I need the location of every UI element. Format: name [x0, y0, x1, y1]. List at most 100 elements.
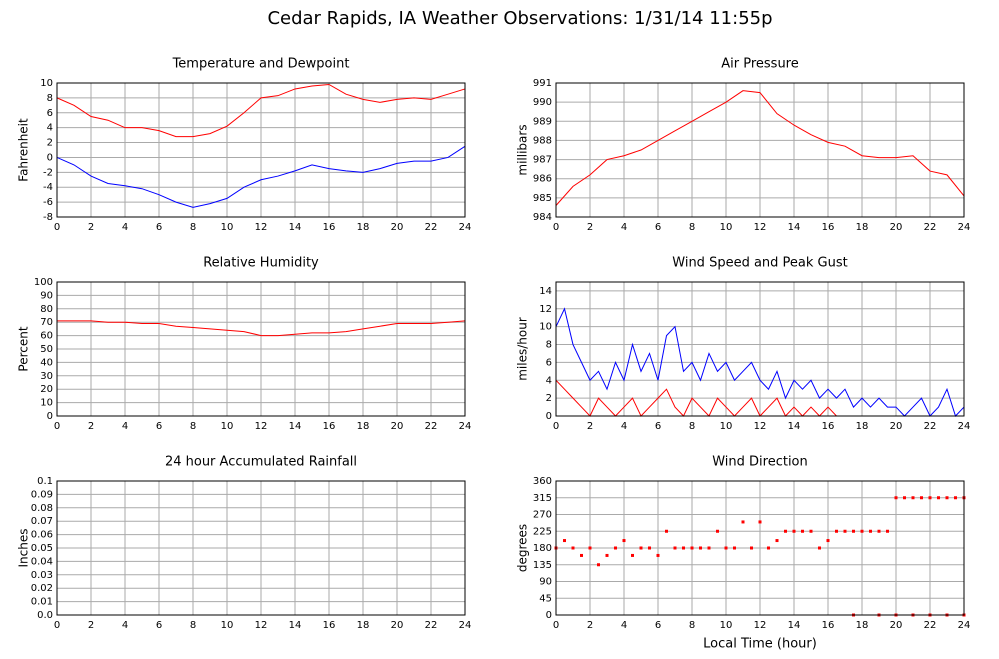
y-tick-label: 0.09: [31, 489, 53, 500]
y-tick-label: 0.06: [31, 530, 53, 541]
y-tick-label: 0.07: [31, 516, 53, 527]
point: [903, 496, 906, 500]
x-tick-label: 4: [621, 421, 627, 432]
x-tick-label: 22: [425, 620, 438, 631]
x-tick-label: 8: [190, 620, 196, 631]
point: [784, 529, 787, 533]
point: [852, 529, 855, 533]
x-tick-label: 10: [720, 421, 733, 432]
x-tick-label: 2: [587, 222, 593, 233]
x-tick-label: 18: [856, 421, 869, 432]
y-tick-label: 985: [533, 193, 552, 204]
y-tick-label: 90: [539, 577, 552, 588]
x-tick-label: 14: [289, 222, 302, 233]
y-axis-label: Fahrenheit: [17, 118, 31, 182]
y-tick-label: 50: [40, 344, 53, 355]
y-tick-label: 6: [47, 108, 53, 119]
x-tick-label: 6: [156, 222, 162, 233]
point: [690, 546, 694, 550]
x-tick-label: 14: [289, 620, 302, 631]
point: [911, 496, 915, 500]
x-axis-label: Local Time (hour): [703, 637, 817, 652]
y-tick-label: 8: [546, 340, 552, 351]
point: [733, 546, 736, 550]
point: [750, 546, 753, 550]
point: [614, 546, 617, 550]
x-tick-label: 2: [587, 620, 593, 631]
y-tick-label: 991: [533, 78, 552, 89]
x-tick-label: 8: [689, 222, 695, 233]
y-tick-label: 225: [533, 526, 552, 537]
point: [707, 546, 711, 550]
x-tick-label: 24: [958, 620, 971, 631]
point: [775, 539, 779, 543]
x-tick-label: 22: [924, 421, 937, 432]
series-line: [57, 320, 466, 337]
point: [877, 529, 881, 533]
point: [571, 546, 575, 550]
chart-title: 24 hour Accumulated Rainfall: [165, 455, 357, 470]
x-tick-label: 12: [754, 421, 767, 432]
point: [656, 553, 660, 557]
point: [758, 520, 762, 524]
point: [860, 529, 864, 533]
x-tick-label: 2: [587, 421, 593, 432]
y-tick-label: 0.02: [31, 583, 53, 594]
point: [665, 529, 668, 533]
chart-title: Wind Direction: [712, 455, 808, 470]
y-tick-label: 0: [47, 411, 53, 422]
series-line: [555, 90, 965, 206]
y-tick-label: 10: [539, 322, 552, 333]
x-tick-label: 18: [357, 421, 370, 432]
point: [792, 529, 796, 533]
point: [826, 539, 830, 543]
x-tick-label: 22: [924, 620, 937, 631]
x-tick-label: 16: [822, 620, 835, 631]
y-tick-label: 0.0: [37, 610, 53, 621]
y-tick-label: 0.04: [31, 556, 53, 567]
point: [724, 546, 728, 550]
y-tick-label: -4: [43, 182, 53, 193]
y-tick-label: 135: [533, 560, 552, 571]
x-tick-label: 12: [255, 421, 268, 432]
x-tick-label: 22: [425, 222, 438, 233]
y-tick-label: 70: [40, 317, 53, 328]
x-tick-label: 12: [754, 222, 767, 233]
x-tick-label: 20: [391, 620, 404, 631]
chart-title: Air Pressure: [721, 57, 799, 72]
series-line: [555, 307, 965, 417]
y-tick-label: 90: [40, 290, 53, 301]
x-tick-label: 14: [788, 620, 801, 631]
x-tick-label: 20: [391, 421, 404, 432]
y-tick-label: 0: [546, 411, 552, 422]
y-tick-label: 4: [546, 375, 552, 386]
plot-frame: [555, 480, 965, 616]
x-tick-label: 18: [357, 620, 370, 631]
y-tick-label: 4: [47, 123, 53, 134]
page-title: Cedar Rapids, IA Weather Observations: 1…: [267, 8, 772, 29]
x-tick-label: 0: [54, 421, 60, 432]
chart-title: Temperature and Dewpoint: [172, 57, 350, 72]
point: [639, 546, 643, 550]
y-axis-label: degrees: [516, 524, 530, 572]
x-tick-label: 16: [822, 222, 835, 233]
point: [954, 496, 957, 500]
plot-frame: [56, 480, 466, 616]
y-tick-label: 12: [539, 304, 552, 315]
plot-frame: [555, 281, 965, 417]
point: [945, 496, 949, 500]
point: [699, 546, 702, 550]
x-tick-label: 14: [289, 421, 302, 432]
y-tick-label: 315: [533, 493, 552, 504]
x-tick-label: 2: [88, 620, 94, 631]
x-tick-label: 0: [553, 421, 559, 432]
point: [588, 546, 592, 550]
x-tick-label: 20: [890, 421, 903, 432]
y-tick-label: 989: [533, 116, 552, 127]
point: [767, 546, 770, 550]
point: [648, 546, 651, 550]
x-tick-label: 8: [689, 421, 695, 432]
point: [818, 546, 821, 550]
x-tick-label: 24: [958, 222, 971, 233]
point: [741, 520, 745, 524]
